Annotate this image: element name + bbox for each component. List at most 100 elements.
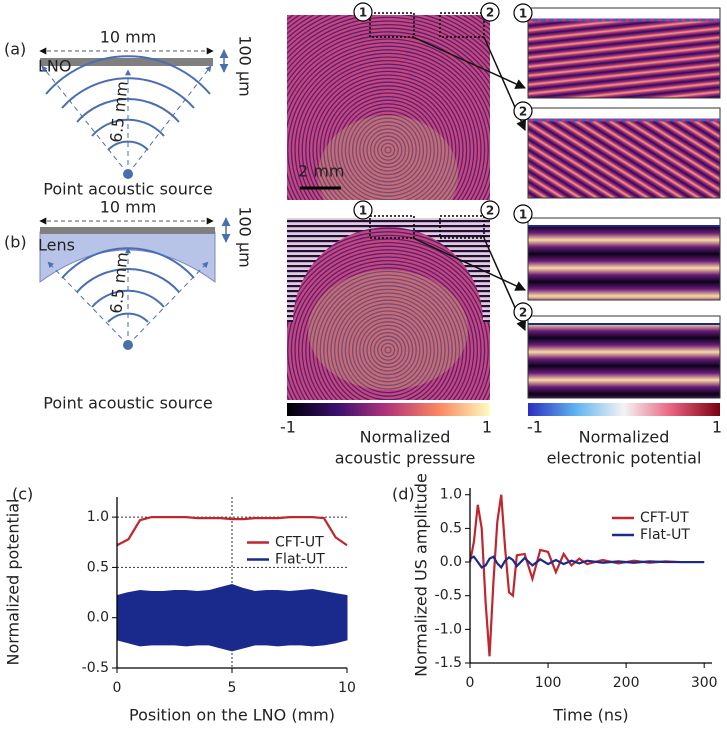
- pressure-map-a: [287, 15, 490, 200]
- scale-bar-label: 2 mm: [298, 162, 344, 181]
- colorbar-label: electronic potential: [547, 449, 702, 468]
- panel-label: (c): [12, 485, 33, 504]
- wavefront: [294, 56, 482, 200]
- wavefront: [373, 135, 403, 165]
- wavefront: [341, 303, 435, 397]
- y-tick-label: -0.5: [435, 588, 462, 604]
- wavefront: [380, 342, 396, 358]
- x-tick-label: 100: [535, 675, 562, 691]
- y-tick-label: 0.5: [440, 520, 462, 536]
- legend-label: CFT-UT: [640, 510, 689, 526]
- diagram-b: (b) 10 mm Lens 100 μm 6.5 mm Point acous…: [4, 198, 255, 413]
- wavefront: [287, 249, 489, 400]
- wavefront: [323, 85, 453, 200]
- y-tick-label: 0.0: [87, 610, 109, 626]
- colorbar-label: Normalized: [579, 428, 670, 447]
- wavefront: [373, 335, 403, 365]
- wavefront: [362, 324, 414, 376]
- wavefront: [287, 31, 490, 92]
- wavefront: [312, 274, 464, 400]
- series-band: [116, 583, 348, 652]
- wavefront: [333, 295, 443, 400]
- wavefront: [362, 124, 414, 176]
- y-axis-label: Normalized potential: [4, 499, 23, 666]
- wavefront: [319, 81, 457, 200]
- wavefront: [287, 231, 490, 292]
- wavefront: [297, 59, 479, 200]
- wavefront: [287, 41, 490, 200]
- wavefront: [301, 263, 475, 400]
- wavefront: [377, 339, 399, 361]
- colorbar-min: -1: [280, 418, 296, 437]
- wavefront: [301, 63, 475, 200]
- wavefront: [330, 92, 446, 200]
- x-tick-label: 200: [613, 675, 640, 691]
- wavefront: [287, 16, 490, 67]
- thickness-label: 100 μm: [236, 206, 255, 267]
- wavefront: [315, 277, 461, 400]
- series-line: [469, 555, 705, 570]
- marker-label: 1: [359, 6, 367, 20]
- layer-label: Lens: [38, 236, 75, 255]
- marker-circle: [513, 204, 533, 224]
- y-tick-label: -1.0: [435, 621, 462, 637]
- focus-glow: [308, 270, 468, 390]
- wavefront: [344, 306, 432, 394]
- wavefront: [287, 234, 490, 300]
- diagram-a: (a) 10 mm LNO 100 μm 6.5 mm Point acoust…: [4, 28, 255, 199]
- wavefront: [290, 52, 486, 200]
- wavefront: [384, 146, 392, 154]
- wavefront: [341, 103, 435, 197]
- wavefront: [287, 245, 490, 400]
- wavefront: [348, 110, 428, 190]
- wavefront: [308, 270, 468, 400]
- wavefront: [294, 256, 482, 400]
- marker-circle: [513, 302, 533, 322]
- wavefront: [344, 106, 432, 194]
- wavefront: [330, 292, 446, 400]
- legend-label: CFT-UT: [275, 535, 324, 551]
- panel-label: (b): [4, 233, 27, 252]
- wavefront: [380, 142, 396, 158]
- marker-label: 2: [519, 306, 527, 320]
- marker-label: 2: [486, 204, 494, 218]
- x-tick-label: 10: [338, 680, 356, 696]
- wavefront: [287, 20, 490, 73]
- focus-glow: [318, 115, 458, 200]
- lens-region: [287, 218, 490, 322]
- x-tick-label: 0: [113, 680, 122, 696]
- y-tick-label: 1.0: [87, 509, 109, 525]
- wavefront: [355, 317, 421, 383]
- wavefront: [319, 281, 457, 400]
- colorbar: [528, 403, 720, 416]
- wavefront: [287, 45, 490, 200]
- marker-circle: [513, 101, 533, 121]
- wavefront: [287, 23, 490, 79]
- y-tick-label: 1.0: [440, 487, 462, 503]
- marker-circle: [480, 2, 500, 22]
- wavefront: [287, 27, 490, 85]
- wavefront: [305, 267, 471, 400]
- pressure-map-b: [287, 218, 490, 400]
- wavefront: [312, 74, 464, 200]
- wavefront: [369, 131, 407, 169]
- series-line: [116, 516, 348, 547]
- potential-insets: [527, 7, 721, 399]
- wavefront: [326, 288, 450, 400]
- wavefront: [355, 117, 421, 183]
- width-label: 10 mm: [100, 28, 157, 47]
- y-tick-label: 0.0: [440, 554, 462, 570]
- legend-label: Flat-UT: [640, 527, 690, 543]
- wavefront: [377, 139, 399, 161]
- source-label: Point acoustic source: [43, 394, 212, 413]
- marker-circle: [353, 200, 373, 220]
- wavefront: [305, 67, 471, 200]
- wavefront: [333, 95, 443, 200]
- wavefront: [359, 321, 417, 379]
- x-axis-label: Time (ns): [552, 706, 628, 725]
- panel-label: (d): [392, 485, 415, 504]
- wavefront: [315, 77, 461, 200]
- series-line: [468, 494, 705, 657]
- marker-circle: [480, 200, 500, 220]
